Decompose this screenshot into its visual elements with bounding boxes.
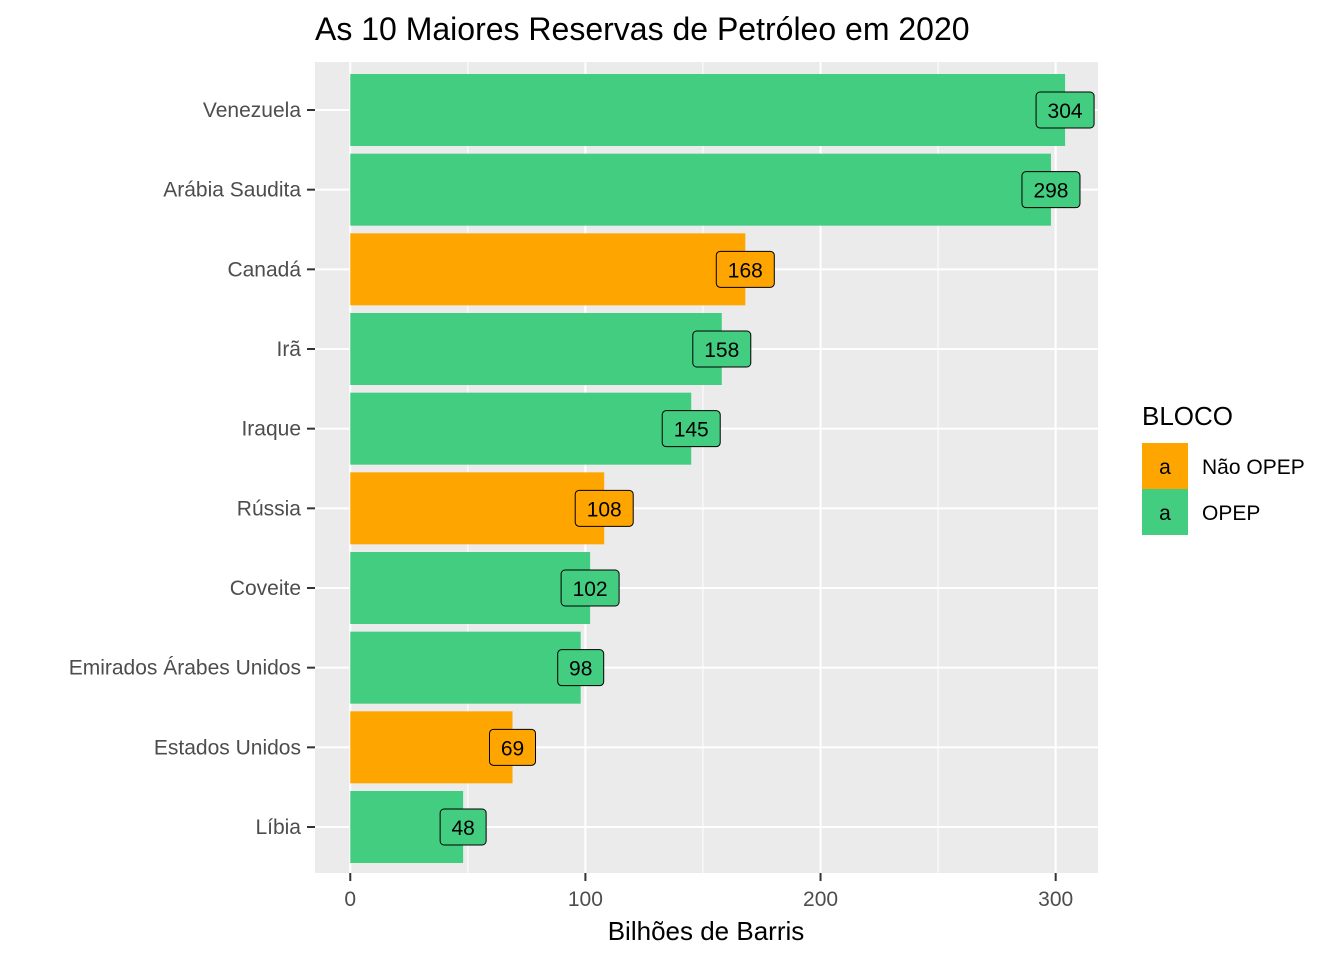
x-tick-label: 300 (1038, 888, 1073, 911)
bar (350, 711, 513, 784)
data-label: 168 (715, 250, 775, 288)
data-label-box (692, 330, 752, 368)
x-tick-label: 200 (803, 888, 838, 911)
bar (350, 233, 746, 306)
legend-key-glyph: a (1159, 456, 1171, 479)
bars (350, 74, 1066, 863)
data-label-text: 298 (1033, 180, 1068, 203)
x-tick-label: 0 (344, 888, 356, 911)
data-label-text: 108 (587, 498, 622, 521)
data-label: 48 (439, 808, 487, 846)
data-label-box (489, 728, 537, 766)
category-label: Venezuela (203, 99, 301, 122)
data-label: 304 (1035, 91, 1095, 129)
bar (350, 552, 591, 624)
data-label-text: 168 (728, 259, 763, 282)
data-label-text: 69 (501, 737, 524, 760)
data-label: 102 (560, 569, 620, 607)
legend-label: OPEP (1202, 502, 1260, 525)
bar (350, 472, 605, 545)
data-label: 69 (489, 728, 537, 766)
data-label-box (1021, 171, 1081, 209)
category-label: Iraque (241, 418, 301, 441)
legend-entry: a Não OPEP (1142, 443, 1305, 489)
category-label: Irã (276, 338, 301, 361)
legend: BLOCO a Não OPEP a OPEP (1142, 401, 1305, 535)
data-label-text: 145 (674, 419, 709, 442)
data-label: 158 (692, 330, 752, 368)
bar (350, 631, 581, 704)
x-axis-title: Bilhões de Barris (608, 916, 805, 946)
bar (350, 74, 1066, 146)
x-axis: 0 100 200 300 (344, 873, 1073, 911)
data-labels: 304 298 168 158 145 108 102 98 69 48 (439, 91, 1095, 846)
data-label: 108 (574, 489, 634, 527)
legend-key-glyph: a (1159, 502, 1171, 525)
data-label-box (439, 808, 487, 846)
data-label: 298 (1021, 171, 1081, 209)
bar (350, 392, 692, 465)
data-label-box (1035, 91, 1095, 129)
data-label-box (557, 649, 605, 687)
data-label-text: 48 (451, 817, 474, 840)
data-label: 145 (661, 410, 721, 448)
data-label: 98 (557, 649, 605, 687)
y-axis: Venezuela Arábia Saudita Canadá Irã Iraque Rú… (69, 99, 315, 839)
category-label: Arábia Saudita (163, 179, 301, 202)
category-label: Líbia (255, 816, 301, 839)
data-label-text: 102 (573, 578, 608, 601)
category-label: Rússia (237, 497, 302, 520)
category-label: Canadá (227, 258, 301, 281)
chart-title: As 10 Maiores Reservas de Petróleo em 20… (315, 11, 970, 47)
legend-label: Não OPEP (1202, 456, 1305, 479)
data-label-text: 304 (1048, 100, 1083, 123)
data-label-box (560, 569, 620, 607)
category-label: Emirados Árabes Unidos (69, 657, 301, 680)
legend-key (1142, 443, 1188, 489)
category-label: Coveite (230, 577, 301, 600)
data-label-box (661, 410, 721, 448)
legend-key (1142, 489, 1188, 535)
data-label-text: 98 (569, 658, 592, 681)
bar (350, 313, 722, 385)
legend-entry: a OPEP (1142, 489, 1260, 535)
bar (350, 153, 1051, 226)
data-label-box (574, 489, 634, 527)
category-label: Estados Unidos (154, 736, 301, 759)
x-tick-label: 100 (568, 888, 603, 911)
data-label-box (715, 250, 775, 288)
data-label-text: 158 (704, 339, 739, 362)
legend-title: BLOCO (1142, 401, 1233, 431)
